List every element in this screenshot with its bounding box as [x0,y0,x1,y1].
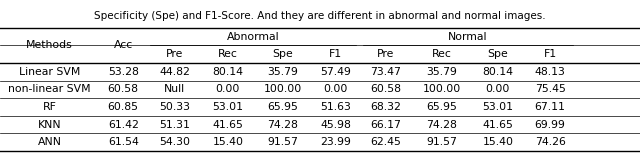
Text: Linear SVM: Linear SVM [19,67,80,77]
Text: 53.28: 53.28 [108,67,139,77]
Text: 61.54: 61.54 [108,137,139,147]
Text: KNN: KNN [38,120,61,130]
Text: Pre: Pre [166,49,183,59]
Text: F1: F1 [329,49,342,59]
Text: 41.65: 41.65 [483,120,513,130]
Text: 0.00: 0.00 [323,84,348,94]
Text: 69.99: 69.99 [534,120,566,130]
Text: Abnormal: Abnormal [227,32,280,42]
Text: 51.31: 51.31 [159,120,190,130]
Text: Acc: Acc [113,40,133,50]
Text: 50.33: 50.33 [159,102,190,112]
Text: 23.99: 23.99 [320,137,351,147]
Text: 41.65: 41.65 [212,120,243,130]
Text: 44.82: 44.82 [159,67,190,77]
Text: Pre: Pre [377,49,395,59]
Text: 91.57: 91.57 [426,137,458,147]
Text: Null: Null [164,84,185,94]
Text: Methods: Methods [26,40,73,50]
Text: Spe: Spe [273,49,293,59]
Text: 62.45: 62.45 [371,137,401,147]
Text: 75.45: 75.45 [534,84,566,94]
Text: 68.32: 68.32 [371,102,401,112]
Text: 60.85: 60.85 [108,102,139,112]
Text: 100.00: 100.00 [423,84,461,94]
Text: RF: RF [43,102,56,112]
Text: 60.58: 60.58 [371,84,401,94]
Text: 48.13: 48.13 [534,67,566,77]
Text: 80.14: 80.14 [483,67,513,77]
Text: 100.00: 100.00 [264,84,302,94]
Text: ANN: ANN [38,137,61,147]
Text: non-linear SVM: non-linear SVM [8,84,91,94]
Text: 35.79: 35.79 [426,67,458,77]
Text: Rec: Rec [432,49,452,59]
Text: 45.98: 45.98 [320,120,351,130]
Text: 53.01: 53.01 [212,102,243,112]
Text: 61.42: 61.42 [108,120,139,130]
Text: Normal: Normal [448,32,488,42]
Text: 65.95: 65.95 [268,102,298,112]
Text: Rec: Rec [218,49,238,59]
Text: 65.95: 65.95 [426,102,458,112]
Text: 15.40: 15.40 [212,137,243,147]
Text: 74.28: 74.28 [426,120,458,130]
Text: Specificity (Spe) and F1-Score. And they are different in abnormal and normal im: Specificity (Spe) and F1-Score. And they… [94,11,546,21]
Text: 67.11: 67.11 [534,102,566,112]
Text: 53.01: 53.01 [483,102,513,112]
Text: 66.17: 66.17 [371,120,401,130]
Text: Spe: Spe [488,49,508,59]
Text: 15.40: 15.40 [483,137,513,147]
Text: 35.79: 35.79 [268,67,298,77]
Text: 74.26: 74.26 [534,137,566,147]
Text: 73.47: 73.47 [371,67,401,77]
Text: F1: F1 [543,49,557,59]
Text: 51.63: 51.63 [320,102,351,112]
Text: 80.14: 80.14 [212,67,243,77]
Text: 57.49: 57.49 [320,67,351,77]
Text: 0.00: 0.00 [216,84,240,94]
Text: 74.28: 74.28 [268,120,298,130]
Text: 91.57: 91.57 [268,137,298,147]
Text: 54.30: 54.30 [159,137,190,147]
Text: 60.58: 60.58 [108,84,139,94]
Text: 0.00: 0.00 [486,84,510,94]
